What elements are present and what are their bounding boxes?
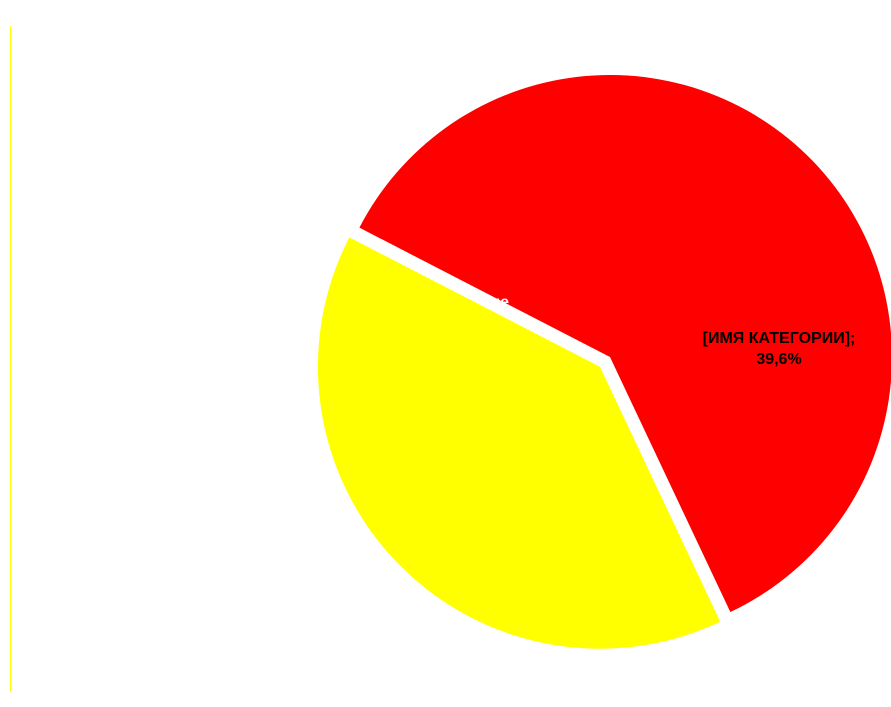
slice-label-2: [ИМЯ КАТЕГОРИИ]; 39,6% (703, 330, 856, 368)
pie-slice-1 (359, 75, 891, 613)
slice-label-line: 39,6% (756, 351, 801, 368)
slice-label-line: [ИМЯ КАТЕГОРИИ]; (703, 330, 856, 347)
chart-border-line (10, 26, 11, 692)
pie-slice-2 (317, 237, 721, 649)
